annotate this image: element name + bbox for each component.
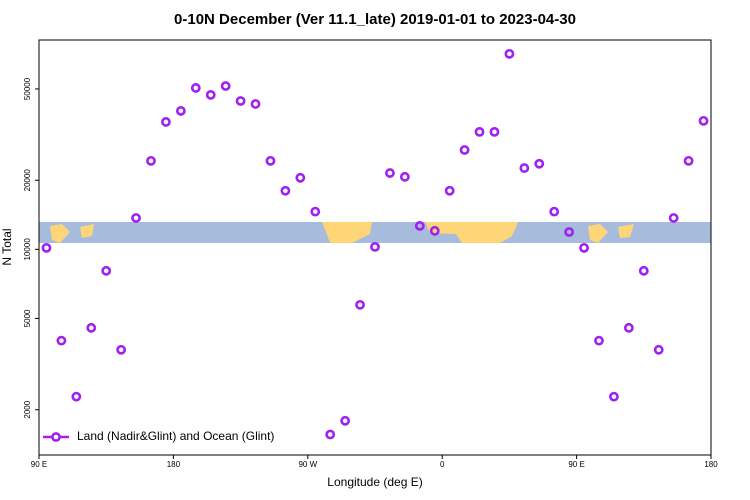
data-point <box>399 171 410 182</box>
data-point <box>370 241 380 252</box>
map-strip <box>39 222 711 243</box>
x-tick-label: 90 E <box>568 460 584 469</box>
data-point <box>265 155 276 166</box>
y-tick-label: 10000 <box>23 238 32 261</box>
data-point <box>250 99 261 109</box>
data-point <box>161 117 171 127</box>
data-point <box>474 126 485 137</box>
data-point <box>668 213 679 223</box>
data-point <box>579 242 589 253</box>
x-tick-label: 180 <box>704 460 718 469</box>
data-point <box>220 81 231 91</box>
data-point <box>355 299 365 310</box>
x-tick-label: 90 W <box>298 460 317 469</box>
data-point <box>86 322 97 333</box>
y-tick-label: 2000 <box>23 400 32 418</box>
data-point <box>489 126 500 137</box>
data-point <box>653 344 664 355</box>
data-point <box>190 83 201 93</box>
data-point <box>205 89 216 100</box>
data-point <box>385 168 395 178</box>
data-point <box>564 227 575 237</box>
data-point <box>235 96 246 106</box>
data-point <box>310 206 321 217</box>
data-point <box>101 265 112 276</box>
data-point <box>146 155 156 166</box>
data-point <box>534 158 545 169</box>
data-point <box>459 145 470 155</box>
data-point <box>325 429 336 440</box>
data-point <box>414 221 425 231</box>
legend-label: Land (Nadir&Glint) and Ocean (Glint) <box>77 429 274 443</box>
data-point <box>295 172 306 183</box>
data-point <box>56 335 67 346</box>
data-point <box>594 335 604 346</box>
data-point <box>683 155 694 166</box>
x-axis-label: Longitude (deg E) <box>327 475 422 489</box>
data-point <box>131 213 141 223</box>
plot-frame <box>38 39 712 456</box>
x-tick-label: 0 <box>440 460 445 469</box>
data-point <box>340 415 351 426</box>
y-tick-label: 20000 <box>23 169 32 192</box>
data-point <box>280 185 291 196</box>
x-tick-label: 90 E <box>31 460 47 469</box>
data-point <box>444 185 455 196</box>
data-point <box>638 265 649 276</box>
y-axis-label: N Total <box>0 228 14 265</box>
data-point <box>623 322 634 333</box>
data-point <box>609 391 619 402</box>
data-point <box>116 344 127 355</box>
data-point <box>549 206 560 217</box>
data-point <box>41 242 52 253</box>
data-point <box>698 115 709 126</box>
y-tick-label: 5000 <box>23 309 32 327</box>
data-point <box>504 48 515 59</box>
data-point <box>71 391 82 402</box>
data-point <box>519 163 530 173</box>
legend-marker <box>51 432 61 442</box>
x-tick-label: 180 <box>167 460 181 469</box>
chart-title: 0-10N December (Ver 11.1_late) 2019-01-0… <box>174 11 576 28</box>
data-point <box>175 106 186 116</box>
y-tick-label: 50000 <box>23 77 32 100</box>
data-point <box>429 225 440 236</box>
